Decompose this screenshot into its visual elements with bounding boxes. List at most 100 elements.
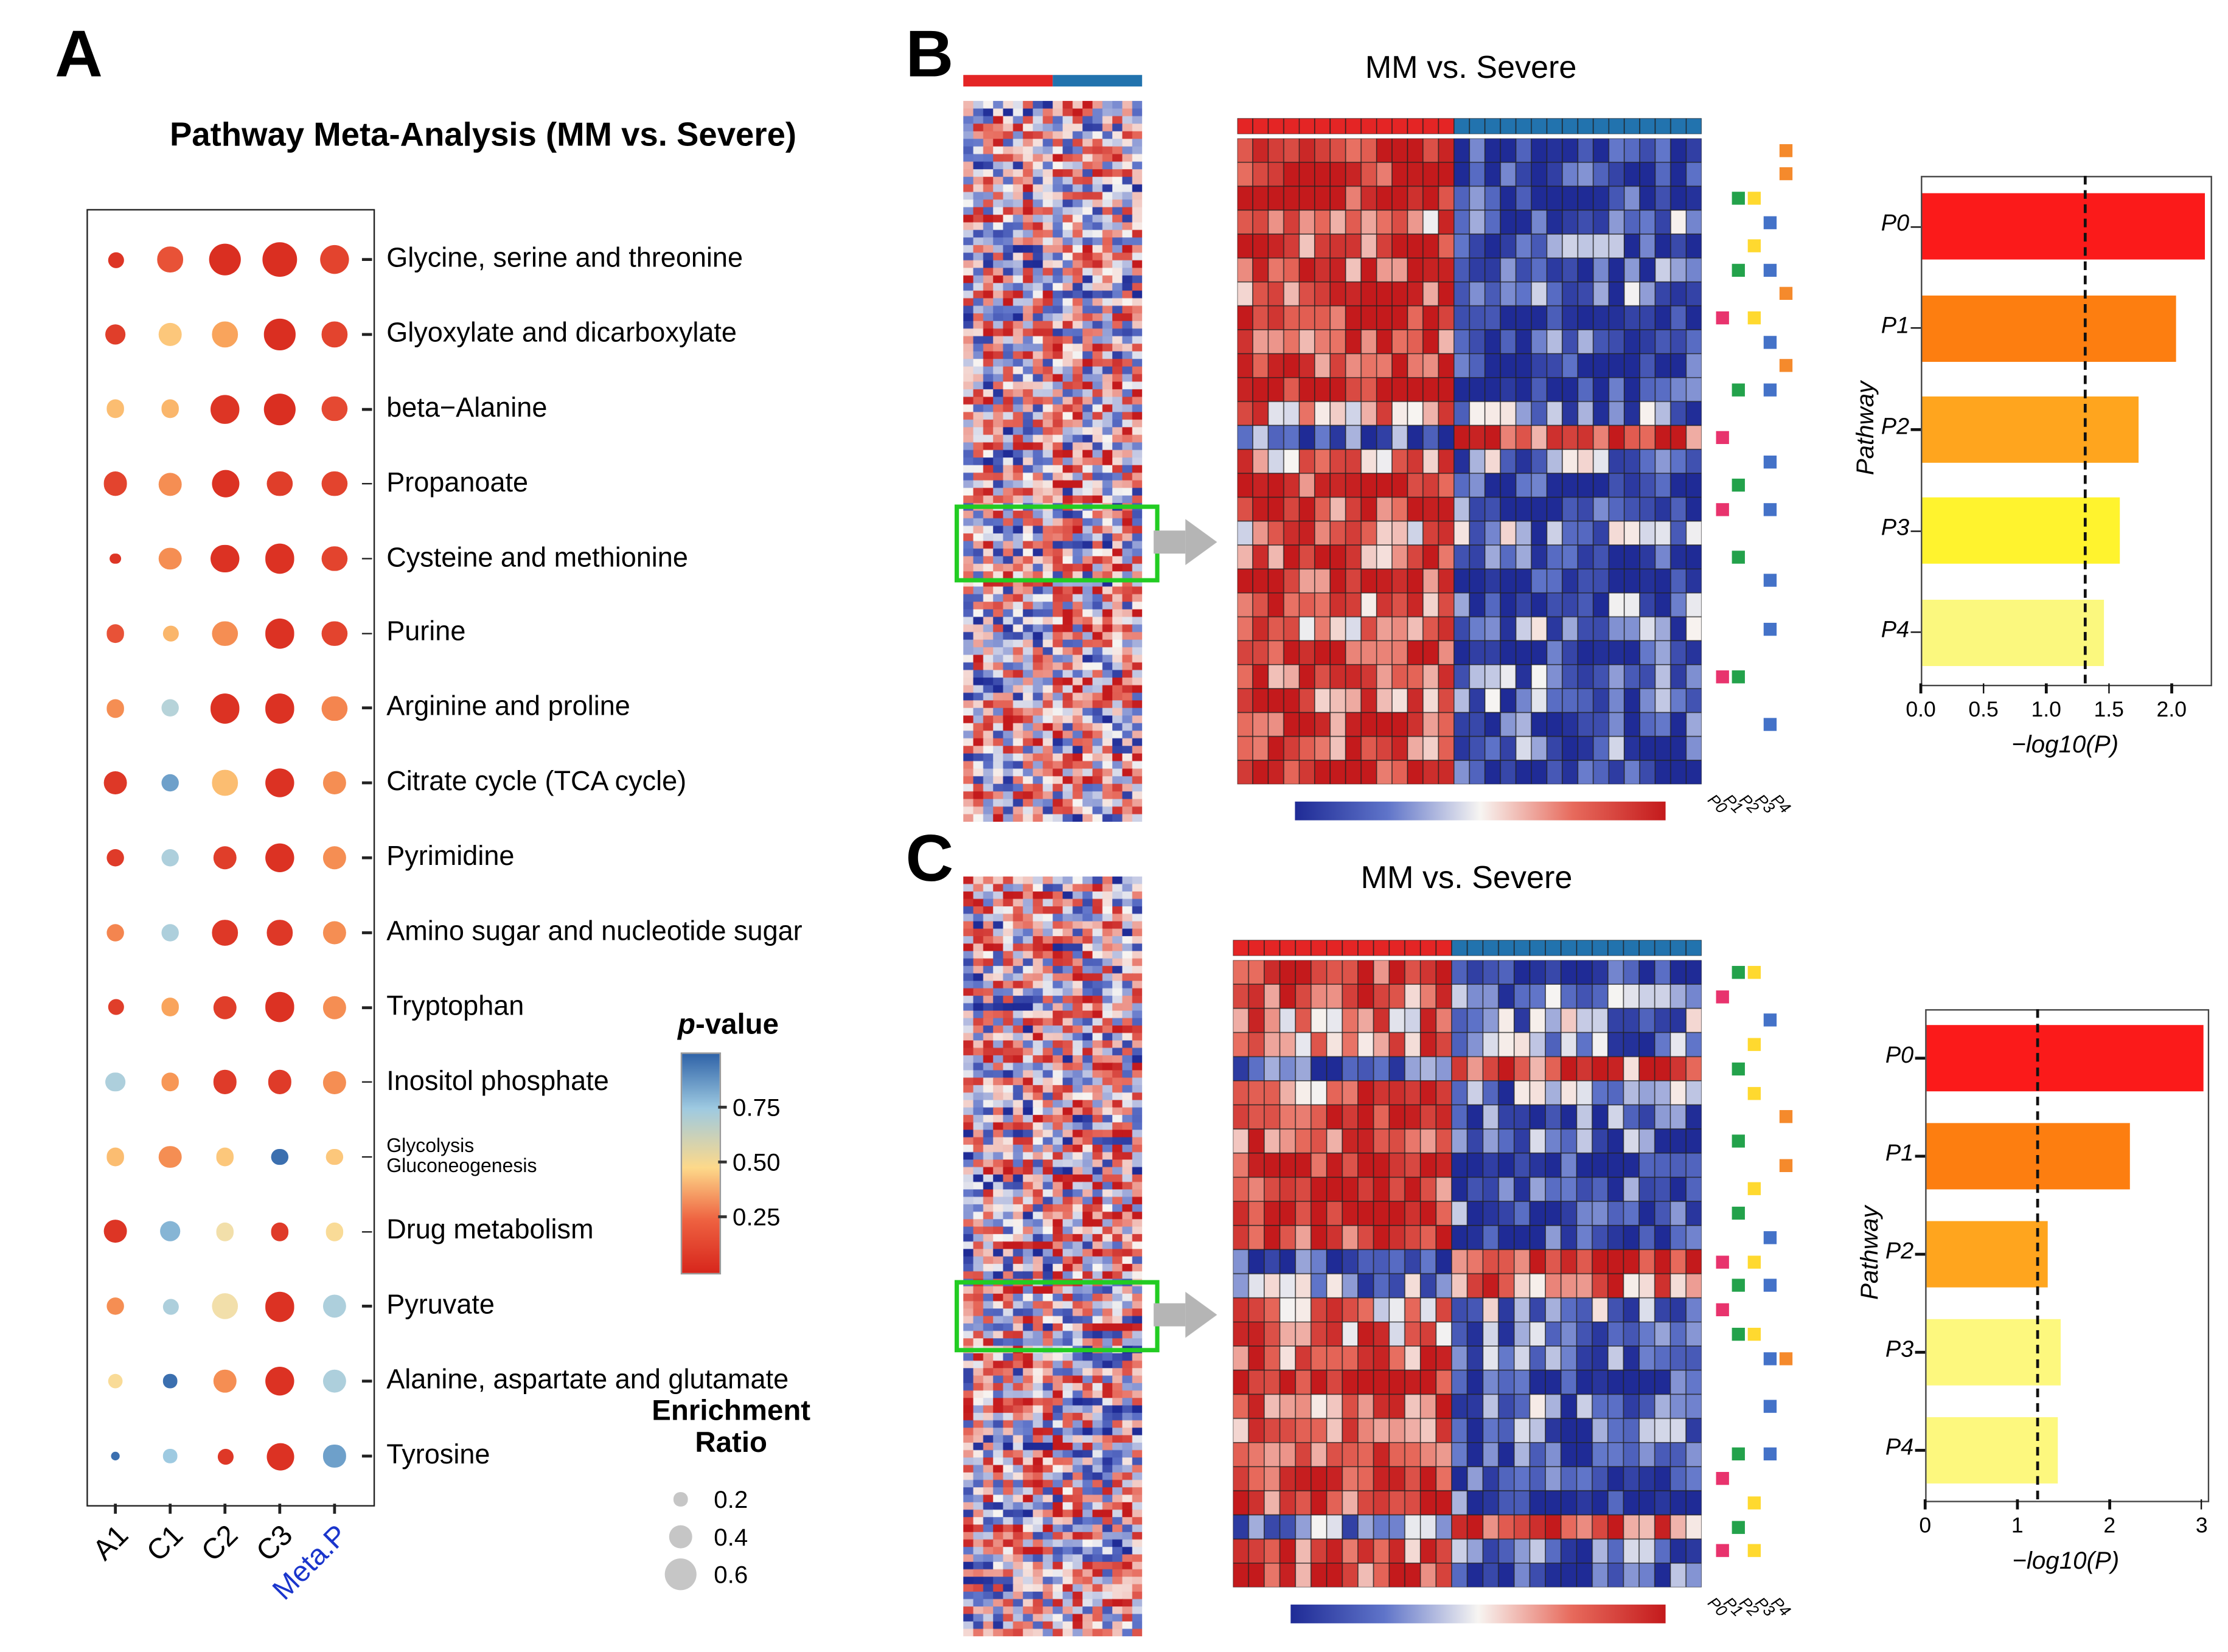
dot — [215, 1223, 234, 1241]
pathway-label: Tryptophan — [386, 991, 524, 1022]
bar-x-tick — [2016, 1499, 2019, 1510]
pathway-label: Drug metabolism — [386, 1215, 594, 1246]
enrichment-legend-dot — [674, 1492, 688, 1507]
pathway-annotation-square — [1763, 215, 1777, 229]
pathway-annotation-square — [1747, 1496, 1761, 1510]
pathway-annotation-square — [1763, 335, 1777, 349]
dot — [103, 771, 127, 795]
strip-heatmap-C — [963, 876, 1143, 1637]
pathway-label: Glyoxylate and dicarboxylate — [386, 318, 737, 349]
pathway-annotation-square — [1763, 1352, 1777, 1365]
bar-x-tick-label: 0 — [1919, 1513, 1932, 1539]
pathway-annotation-square — [1716, 1303, 1729, 1317]
dot — [325, 1223, 344, 1241]
pathway-annotation-square — [1779, 1110, 1793, 1123]
highlight-rect — [955, 504, 1160, 583]
dot — [159, 1221, 181, 1242]
dot — [265, 768, 295, 798]
dot — [322, 321, 347, 347]
bar-x-tick-label: 2.0 — [2156, 698, 2187, 723]
x-tick — [169, 1504, 172, 1514]
pathway-annotation-square — [1716, 502, 1729, 516]
pathway-annotation-square — [1732, 1207, 1745, 1220]
pathway-annotation-square — [1732, 1520, 1745, 1534]
bar-x-tick-label: 2 — [2103, 1513, 2116, 1539]
dot — [211, 395, 239, 423]
enrichment-legend-title: Enrichment — [652, 1395, 811, 1428]
dot — [213, 845, 237, 870]
pathway-annotation-square — [1732, 670, 1745, 684]
dot — [217, 1448, 233, 1464]
enrichment-legend-title-2: Ratio — [695, 1427, 767, 1459]
pathway-label: Inositol phosphate — [386, 1066, 609, 1097]
pathway-annotation-square — [1716, 1544, 1729, 1558]
dot — [265, 544, 295, 574]
bar-x-axis-label: −log10(P) — [2012, 1547, 2120, 1575]
colorbar-tick-label: 0.75 — [733, 1094, 781, 1122]
bar-x-tick-label: 0.0 — [1906, 698, 1936, 723]
bar-x-tick-label: 0.5 — [1968, 698, 1999, 723]
row-tick — [361, 632, 372, 635]
bar-p2 — [1922, 396, 2138, 463]
enrichment-legend-label: 0.2 — [714, 1486, 748, 1514]
pathway-annotation-square — [1779, 287, 1793, 300]
row-tick — [361, 333, 372, 336]
pathway-annotation-square — [1716, 1472, 1729, 1485]
dot — [212, 770, 238, 796]
pathway-annotation-square — [1763, 1279, 1777, 1293]
dot — [162, 1298, 178, 1315]
pathway-label: Purine — [386, 617, 466, 648]
bar-y-tick — [1910, 225, 1921, 228]
bar-y-label: P4 — [1881, 618, 1910, 643]
dot — [158, 472, 182, 496]
enrichment-legend-dot — [669, 1525, 692, 1549]
row-tick — [361, 1230, 372, 1233]
row-tick — [361, 931, 372, 934]
annotation-column-label: P4 — [1767, 791, 1794, 817]
dot — [107, 999, 124, 1016]
pathway-annotation-square — [1763, 1400, 1777, 1413]
bar-x-tick — [2045, 683, 2047, 694]
bar-p1 — [1926, 1123, 2129, 1190]
bar-p0 — [1926, 1025, 2204, 1092]
bar-x-tick — [2108, 1499, 2111, 1510]
dot — [106, 849, 125, 867]
pathway-label-line: Glycolysis — [386, 1134, 475, 1156]
dot — [322, 1294, 347, 1319]
dot — [265, 618, 295, 648]
bar-y-label: P3 — [1885, 1338, 1914, 1362]
pathway-annotation-square — [1763, 1013, 1777, 1027]
dot — [158, 247, 183, 272]
dot — [323, 1445, 346, 1467]
bar-p2 — [1926, 1221, 2049, 1288]
enrichment-legend-label: 0.6 — [714, 1561, 748, 1589]
bar-x-tick — [2170, 683, 2173, 694]
dot — [265, 992, 295, 1022]
pathway-annotation-square — [1716, 431, 1729, 444]
pathway-annotation-square — [1732, 1134, 1745, 1148]
pathway-label: Pyruvate — [386, 1290, 495, 1321]
panel-a-title: Pathway Meta-Analysis (MM vs. Severe) — [169, 115, 797, 153]
dot — [267, 920, 293, 945]
pathway-annotation-square — [1747, 965, 1761, 979]
pathway-annotation-square — [1747, 239, 1761, 253]
pathway-annotation-square — [1747, 1038, 1761, 1051]
colorbar-tick — [718, 1106, 727, 1108]
dot — [211, 544, 239, 573]
dot — [106, 1148, 125, 1166]
strip-heatmap-B — [963, 100, 1143, 822]
dot — [266, 1442, 294, 1470]
significance-threshold-line — [2084, 176, 2087, 684]
arrow-stem — [1154, 530, 1186, 554]
bar-y-label: P1 — [1881, 313, 1910, 339]
panel-b-label: B — [905, 16, 954, 91]
bar-y-label: P4 — [1885, 1435, 1914, 1461]
pathway-label: beta−Alanine — [386, 393, 548, 424]
dot — [111, 1451, 120, 1461]
pathway-annotation-square — [1763, 454, 1777, 468]
bar-y-label: P0 — [1885, 1044, 1914, 1069]
pathway-annotation-square — [1747, 1544, 1761, 1558]
dot — [161, 849, 179, 867]
heatmap-scale-colorbar — [1295, 801, 1666, 821]
dot — [103, 1220, 127, 1243]
